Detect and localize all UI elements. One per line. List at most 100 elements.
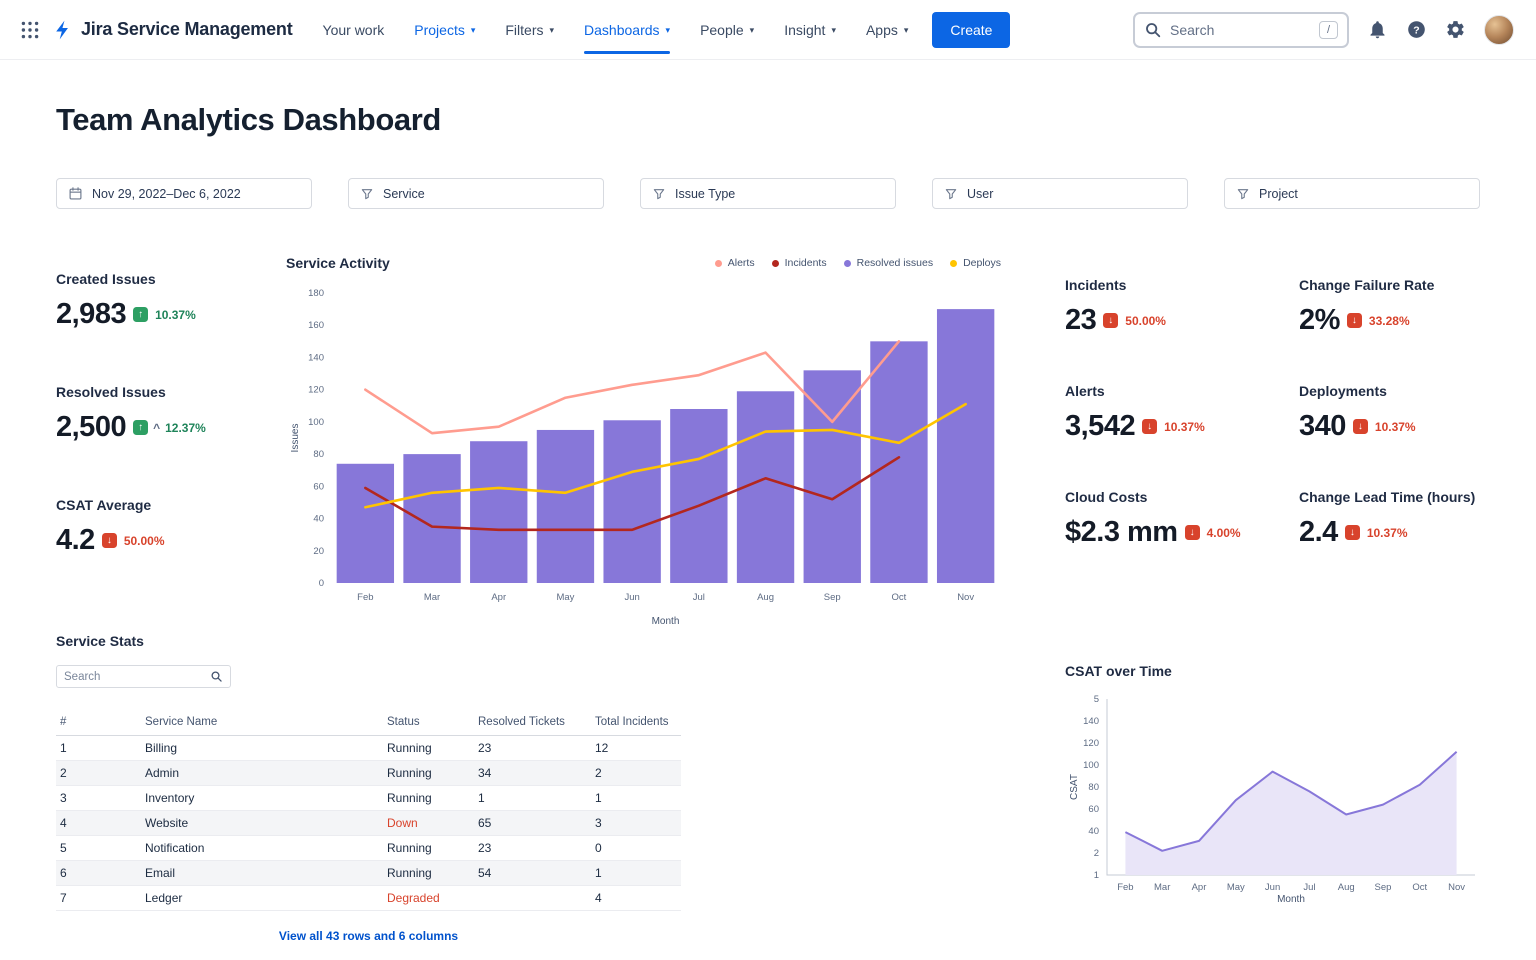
table-row[interactable]: 4 Website Down 65 3 — [56, 810, 681, 836]
resolved-tickets: 23 — [474, 735, 591, 761]
table-row[interactable]: 3 Inventory Running 1 1 — [56, 785, 681, 811]
svg-text:80: 80 — [1088, 782, 1099, 793]
filter-icon — [1237, 188, 1249, 199]
svg-text:Jun: Jun — [624, 592, 639, 603]
kpi-label: Change Lead Time (hours) — [1299, 489, 1476, 505]
resolved-tickets: 65 — [474, 810, 591, 836]
nav-item-filters[interactable]: Filters ▾ — [505, 21, 555, 38]
kpi-change-failure-rate: Change Failure Rate 2% ↓ 33.28% — [1299, 277, 1480, 337]
chevron-down-icon: ▾ — [470, 24, 476, 35]
kpi-value: 2% — [1299, 304, 1340, 336]
chart-title: Service Activity — [286, 255, 390, 271]
col-header-num[interactable]: # — [56, 710, 141, 736]
chart-legend: Alerts Incidents Resolved issues Deploys — [714, 257, 1001, 269]
user-avatar[interactable] — [1484, 14, 1514, 45]
user-filter[interactable]: User — [932, 178, 1188, 209]
kpi-delta: 33.28% — [1368, 313, 1410, 328]
nav-item-projects[interactable]: Projects ▾ — [414, 21, 476, 38]
view-all-link[interactable]: View all 43 rows and 6 columns — [278, 929, 459, 943]
global-search-input[interactable] — [1170, 21, 1311, 38]
svg-text:60: 60 — [1088, 804, 1099, 815]
service-name: Admin — [141, 760, 383, 786]
help-icon: ? — [1408, 21, 1425, 38]
kpi-created-issues: Created Issues 2,983 ↑ 10.37% — [56, 271, 286, 331]
legend-item[interactable]: Incidents — [771, 257, 827, 269]
settings-button[interactable] — [1445, 19, 1466, 40]
kpi-resolved-issues: Resolved Issues 2,500 ↑ ^ 12.37% — [56, 384, 286, 444]
filter-label: Issue Type — [675, 186, 736, 201]
brand-home-link[interactable]: Jira Service Management — [52, 19, 293, 41]
kpi-csat-average: CSAT Average 4.2 ↓ 50.00% — [56, 497, 286, 557]
filter-label: Service — [383, 186, 425, 201]
svg-text:Apr: Apr — [1192, 882, 1207, 893]
kpi-label: Created Issues — [56, 271, 156, 287]
svg-text:Jul: Jul — [693, 592, 705, 603]
table-row[interactable]: 1 Billing Running 23 12 — [56, 735, 681, 761]
app-switcher-button[interactable] — [20, 20, 40, 40]
dashboard-top-row: Created Issues 2,983 ↑ 10.37% Resolved I… — [56, 253, 1480, 629]
project-filter[interactable]: Project — [1224, 178, 1480, 209]
issue-type-filter[interactable]: Issue Type — [640, 178, 896, 209]
table-row[interactable]: 2 Admin Running 34 2 — [56, 760, 681, 786]
legend-item[interactable]: Alerts — [714, 257, 755, 269]
svg-text:May: May — [1227, 882, 1245, 893]
table-search-input[interactable] — [64, 670, 204, 683]
chevron-down-icon: ▾ — [665, 24, 671, 35]
help-button[interactable]: ? — [1406, 19, 1427, 40]
csat-over-time-plot: 5 140 120 100 80 60 40 2 1 CSAT Feb Mar Apr May Jun Jul… — [1069, 694, 1475, 903]
date-range-filter[interactable]: Nov 29, 2022–Dec 6, 2022 — [56, 178, 312, 209]
search-icon — [211, 671, 222, 682]
resolved-tickets: 1 — [474, 785, 591, 811]
table-search[interactable] — [56, 665, 231, 688]
legend-item[interactable]: Deploys — [950, 257, 1001, 269]
total-incidents: 1 — [591, 860, 681, 886]
svg-text:40: 40 — [1088, 826, 1099, 837]
svg-text:Mar: Mar — [424, 592, 440, 603]
svg-text:Issues: Issues — [290, 424, 301, 453]
notifications-button[interactable] — [1367, 19, 1388, 40]
table-row[interactable]: 7 Ledger Degraded 4 — [56, 885, 681, 911]
kpi-delta: 10.37% — [1374, 419, 1416, 434]
kpi-change-lead-time: Change Lead Time (hours) 2.4 ↓ 10.37% — [1299, 489, 1480, 549]
nav-item-your-work[interactable]: Your work — [322, 21, 385, 38]
table-row[interactable]: 5 Notification Running 23 0 — [56, 835, 681, 861]
col-header-total-incidents[interactable]: Total Incidents — [591, 710, 681, 736]
nav-item-people[interactable]: People ▾ — [700, 21, 755, 38]
kpi-value: 340 — [1299, 410, 1346, 442]
svg-text:May: May — [556, 592, 574, 603]
service-name: Notification — [141, 835, 383, 861]
filter-label: Project — [1259, 186, 1298, 201]
legend-dot-icon — [950, 259, 958, 267]
caret-up-icon: ^ — [153, 420, 161, 435]
legend-item[interactable]: Resolved issues — [843, 257, 933, 269]
filter-icon — [361, 188, 373, 199]
kpi-delta: 12.37% — [165, 420, 206, 435]
legend-dot-icon — [771, 259, 779, 267]
col-header-status[interactable]: Status — [383, 710, 474, 736]
global-search[interactable]: / — [1133, 11, 1349, 48]
nav-item-apps[interactable]: Apps ▾ — [865, 21, 909, 38]
kpi-alerts: Alerts 3,542 ↓ 10.37% — [1065, 383, 1299, 443]
col-header-resolved-tickets[interactable]: Resolved Tickets — [474, 710, 591, 736]
nav-item-insight[interactable]: Insight ▾ — [784, 21, 836, 38]
total-incidents: 12 — [591, 735, 681, 761]
nav-item-dashboards[interactable]: Dashboards ▾ — [584, 16, 671, 54]
kpi-delta: 4.00% — [1206, 525, 1241, 540]
trend-up-icon: ↑ — [133, 307, 149, 322]
svg-text:Nov: Nov — [1448, 882, 1465, 893]
kpi-label: CSAT Average — [56, 497, 152, 513]
table-row[interactable]: 6 Email Running 54 1 — [56, 860, 681, 886]
service-filter[interactable]: Service — [348, 178, 604, 209]
kpi-delta: 10.37% — [1164, 419, 1205, 434]
service-activity-plot: 0 20 40 60 80 100 120 140 160 180 Issues Feb Mar Apr M… — [290, 288, 995, 627]
jira-logo-icon — [56, 20, 68, 39]
chevron-down-icon: ▾ — [831, 24, 836, 35]
row-num: 5 — [56, 835, 141, 861]
row-num: 6 — [56, 860, 141, 886]
col-header-service-name[interactable]: Service Name — [141, 710, 383, 736]
kpi-value: 3,542 — [1065, 410, 1136, 442]
create-button[interactable]: Create — [932, 11, 1011, 48]
legend-label: Alerts — [727, 257, 755, 269]
svg-text:5: 5 — [1094, 694, 1099, 705]
svg-text:0: 0 — [319, 578, 324, 589]
